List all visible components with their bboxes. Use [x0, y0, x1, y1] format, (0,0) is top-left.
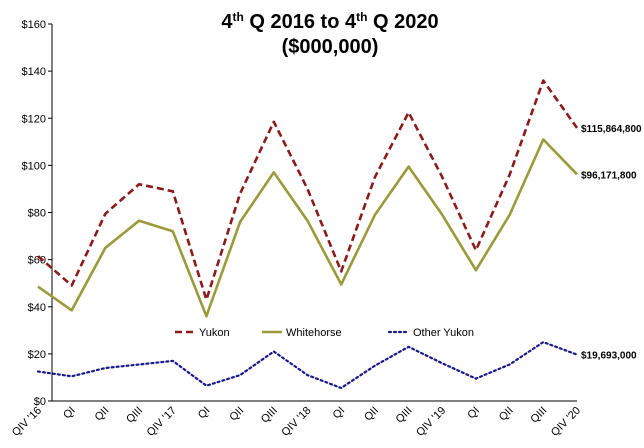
data-point [441, 176, 443, 178]
series-line-other-yukon [36, 341, 579, 390]
x-tick-label: QI [331, 405, 348, 422]
data-point [542, 79, 544, 81]
data-point [374, 214, 376, 216]
data-point [508, 363, 510, 365]
data-point [407, 111, 409, 113]
chart-title-line1: 4th Q 2016 to 4th Q 2020 [221, 10, 438, 33]
end-labels: $115,864,800 $96,171,800 $19,693,000 [581, 124, 642, 362]
x-tick-label: QIV '17 [145, 405, 179, 439]
x-tick-label: QI [61, 405, 78, 422]
x-tick-label: QI [465, 405, 482, 422]
x-tick-label: QIII [394, 405, 415, 426]
data-point [70, 309, 72, 311]
data-point [576, 127, 578, 129]
y-tick-label: $0 [34, 396, 46, 408]
x-tick-label: QIV '20 [549, 405, 583, 439]
data-point [273, 171, 275, 173]
y-tick-label: $140 [22, 66, 46, 78]
x-tick-label: QII [362, 405, 381, 424]
series-lines [36, 79, 579, 390]
data-point [475, 377, 477, 379]
data-point [172, 190, 174, 192]
y-tick-label: $20 [28, 349, 46, 361]
data-point [104, 247, 106, 249]
x-tick-label: QIV '19 [414, 405, 448, 439]
data-point [104, 367, 106, 369]
data-point [340, 270, 342, 272]
data-point [205, 315, 207, 317]
data-point [239, 192, 241, 194]
title-part: Q 2016 to 4 [244, 11, 357, 33]
data-point [306, 188, 308, 190]
x-tick-label: QI [196, 405, 213, 422]
legend-label: Other Yukon [413, 327, 474, 339]
x-tick-label: QIII [259, 405, 280, 426]
legend: Yukon Whitehorse Other Yukon [175, 327, 474, 339]
data-point [374, 176, 376, 178]
title-part: 4 [221, 11, 233, 33]
y-tick-label: $80 [28, 208, 46, 220]
x-tick-label: QII [93, 405, 112, 424]
data-point [239, 374, 241, 376]
end-value-label: $96,171,800 [581, 170, 637, 181]
data-point [306, 374, 308, 376]
data-point [407, 346, 409, 348]
data-point [576, 173, 578, 175]
data-point [340, 283, 342, 285]
data-point [172, 360, 174, 362]
y-tick-label: $100 [22, 160, 46, 172]
data-point [37, 370, 39, 372]
series-line-whitehorse [37, 138, 578, 318]
data-point [239, 221, 241, 223]
y-tick-label: $160 [22, 19, 46, 31]
data-point [70, 284, 72, 286]
title-part: th [356, 10, 367, 24]
data-point [205, 298, 207, 300]
data-point [508, 174, 510, 176]
data-point [441, 214, 443, 216]
x-tick-label: QIII [528, 405, 549, 426]
series-line-yukon [37, 79, 579, 302]
data-point [205, 384, 207, 386]
data-point [273, 121, 275, 123]
data-point [37, 255, 39, 257]
end-value-label: $115,864,800 [581, 124, 642, 135]
data-point [138, 183, 140, 185]
end-value-label: $19,693,000 [581, 351, 637, 362]
x-tick-label: QIII [124, 405, 145, 426]
data-point [508, 214, 510, 216]
data-point [138, 363, 140, 365]
data-point [542, 138, 544, 140]
legend-label: Whitehorse [286, 327, 342, 339]
x-tick-label: QII [227, 405, 246, 424]
legend-label: Yukon [199, 327, 230, 339]
y-tick-label: $120 [22, 113, 46, 125]
data-point [138, 220, 140, 222]
data-point [172, 230, 174, 232]
data-point [475, 269, 477, 271]
data-point [273, 350, 275, 352]
data-point [407, 165, 409, 167]
data-point [576, 353, 578, 355]
title-part: Q 2020 [367, 11, 438, 33]
data-point [340, 387, 342, 389]
data-point [475, 249, 477, 251]
data-point [37, 286, 39, 288]
x-tick-label: QII [497, 405, 516, 424]
chart-title-line2: ($000,000) [282, 36, 379, 58]
data-point [70, 375, 72, 377]
data-point [542, 341, 544, 343]
data-point [441, 362, 443, 364]
title-part: th [233, 10, 244, 24]
x-tick-label: QIV '18 [279, 405, 313, 439]
data-point [374, 364, 376, 366]
x-tick-label: QIV '16 [10, 405, 44, 439]
data-point [306, 220, 308, 222]
y-tick-label: $40 [28, 302, 46, 314]
data-point [104, 212, 106, 214]
